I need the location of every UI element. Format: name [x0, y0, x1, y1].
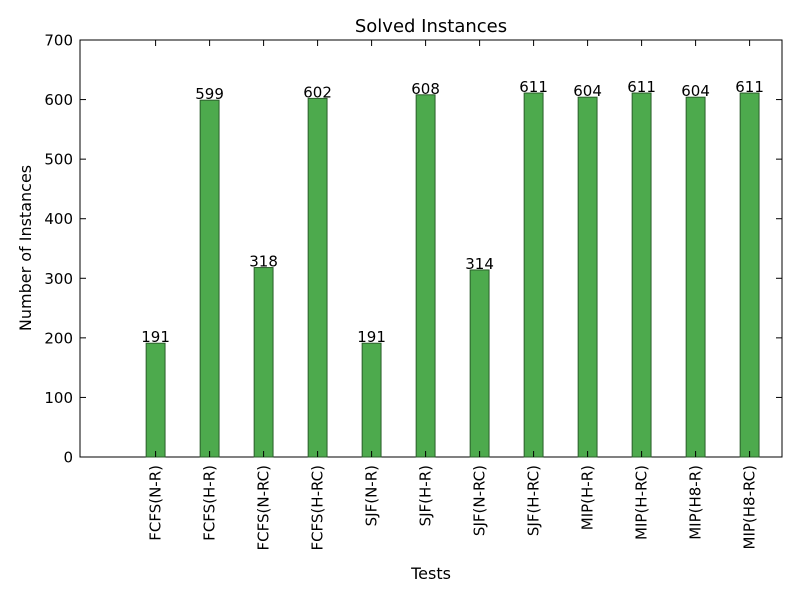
- y-tick-label: 500: [44, 151, 73, 169]
- bar-value-label: 314: [465, 255, 494, 273]
- chart-title: Solved Instances: [355, 16, 507, 37]
- bar-value-label: 611: [519, 78, 548, 96]
- bar-value-label: 191: [357, 328, 386, 346]
- y-axis-label: Number of Instances: [16, 165, 35, 331]
- bar: [631, 92, 652, 458]
- x-tick-label: FCFS(N-RC): [255, 465, 273, 550]
- x-tick-label: SJF(N-R): [363, 465, 381, 526]
- bar: [739, 92, 760, 458]
- bar: [253, 267, 274, 458]
- bar-value-label: 604: [573, 82, 602, 100]
- y-tick-label: 0: [63, 449, 73, 467]
- x-tick-label: SJF(H-R): [417, 465, 435, 526]
- x-tick-label: FCFS(H-R): [201, 465, 219, 541]
- bar-value-label: 602: [303, 83, 332, 101]
- bar: [415, 94, 436, 458]
- bar: [685, 96, 706, 458]
- y-tick-label: 700: [44, 32, 73, 50]
- bar: [307, 97, 328, 458]
- y-tick-label: 300: [44, 270, 73, 288]
- y-tick-label: 400: [44, 210, 73, 228]
- bar: [199, 99, 220, 458]
- x-tick-label: MIP(H-R): [579, 465, 597, 530]
- bar-value-label: 608: [411, 80, 440, 98]
- bar-value-label: 318: [249, 253, 278, 271]
- bar-value-label: 611: [627, 78, 656, 96]
- x-tick-label: MIP(H8-R): [687, 465, 705, 540]
- x-tick-label: MIP(H-RC): [633, 465, 651, 540]
- bar-value-label: 599: [195, 85, 224, 103]
- bar-value-label: 611: [735, 78, 764, 96]
- y-tick-label: 600: [44, 91, 73, 109]
- bar: [523, 92, 544, 458]
- bar: [577, 96, 598, 458]
- y-tick-label: 200: [44, 329, 73, 347]
- x-tick-label: SJF(H-RC): [525, 465, 543, 536]
- bar: [361, 342, 382, 458]
- y-tick-label: 100: [44, 389, 73, 407]
- x-tick-label: MIP(H8-RC): [741, 465, 759, 550]
- plot-area: 0 100 200 300 400 500 600 700 191 FCFS(N-R) 599 FCF…: [44, 32, 783, 551]
- x-tick-label: SJF(N-RC): [471, 465, 489, 536]
- bar-value-label: 191: [141, 328, 170, 346]
- bar: [469, 269, 490, 458]
- x-tick-label: FCFS(N-R): [147, 465, 165, 541]
- bar-value-label: 604: [681, 82, 710, 100]
- x-axis-label: Tests: [410, 564, 451, 583]
- x-tick-label: FCFS(H-RC): [309, 465, 327, 551]
- bar: [145, 342, 166, 458]
